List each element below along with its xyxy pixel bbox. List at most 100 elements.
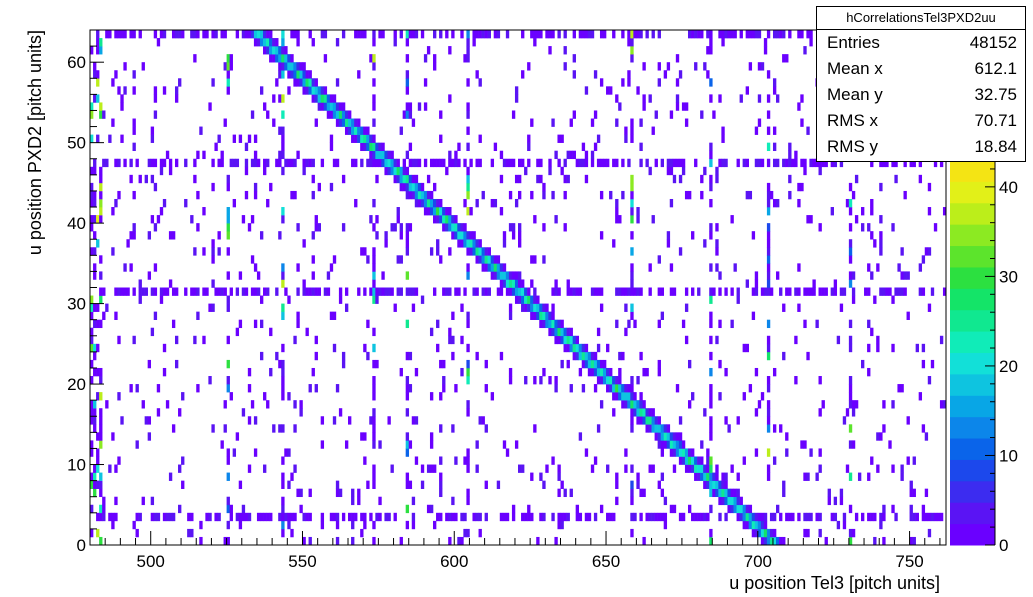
heatmap-cell [736,287,740,296]
heatmap-cell [718,480,722,489]
heatmap-cell [311,94,315,103]
heatmap-cell [766,472,771,481]
heatmap-cell [684,287,689,296]
heatmap-cell [763,46,768,55]
heatmap-cell [657,512,661,522]
heatmap-cell [90,102,94,111]
heatmap-cell [384,150,388,160]
heatmap-cell [636,408,640,417]
heatmap-cell [706,464,710,473]
heatmap-cell [867,343,871,353]
heatmap-cell [527,295,531,304]
heatmap-cell [335,488,340,498]
heatmap-cell [90,343,94,353]
heatmap-cell [448,46,452,55]
heatmap-cell [335,512,340,522]
heatmap-cell [715,223,719,232]
heatmap-cell [678,247,683,256]
heatmap-cell [393,38,397,47]
heatmap-cell [560,134,564,143]
heatmap-cell [229,62,233,71]
heatmap-cell [344,118,349,127]
heatmap-cell [551,456,555,465]
heatmap-cell [539,311,543,320]
heatmap-cell [584,448,589,457]
heatmap-cell [681,102,686,111]
heatmap-cell [666,440,671,449]
heatmap-cell [766,536,771,546]
heatmap-cell [691,30,695,39]
heatmap-cell [281,62,285,71]
heatmap-cell [90,448,94,457]
heatmap-cell [754,528,759,538]
heatmap-cell [226,303,230,312]
heatmap-cell [414,456,419,465]
heatmap-cell [99,504,103,514]
heatmap-cell [867,263,871,272]
heatmap-cell [153,158,158,168]
heatmap-cell [779,287,783,296]
heatmap-cell [511,287,516,296]
heatmap-cell [123,287,127,296]
heatmap-cell [675,440,680,449]
heatmap-cell [457,536,461,546]
heatmap-cell [736,416,740,425]
heatmap-cell [351,512,355,522]
heatmap-cell [554,376,558,385]
heatmap-cell [466,207,470,216]
z-tick-label: 30 [999,267,1018,286]
heatmap-cell [247,464,252,473]
heatmap-cell [247,134,252,143]
heatmap-cell [663,512,668,522]
heatmap-cell [147,432,152,441]
heatmap-cell [129,174,133,184]
heatmap-cell [326,287,331,296]
heatmap-cell [293,335,297,345]
heatmap-cell [921,287,926,296]
heatmap-cell [703,239,707,248]
heatmap-cell [433,158,437,168]
heatmap-cell [657,78,661,87]
heatmap-cell [712,488,716,498]
heatmap-cell [530,303,534,312]
heatmap-cell [138,287,142,296]
heatmap-cell [551,512,555,522]
heatmap-cell [888,440,892,449]
heatmap-cell [466,102,470,111]
heatmap-cell [666,62,671,71]
heatmap-cell [323,287,328,296]
heatmap-cell [226,536,230,546]
heatmap-cell [709,464,713,473]
heatmap-cell [366,158,370,168]
heatmap-cell [278,126,282,135]
z-tick-label: 0 [999,536,1008,555]
heatmap-cell [466,376,470,385]
heatmap-cell [171,319,176,329]
heatmap-cell [736,488,740,498]
heatmap-cell [848,400,853,409]
heatmap-cell [514,271,519,280]
heatmap-cell [766,271,771,280]
heatmap-cell [150,158,155,168]
heatmap-cell [323,86,328,95]
heatmap-cell [372,432,376,441]
heatmap-cell [718,496,722,506]
heatmap-cell [317,86,321,95]
heatmap-cell [554,319,558,329]
heatmap-cell [372,247,376,256]
heatmap-cell [174,86,179,95]
heatmap-cell [405,38,410,47]
heatmap-cell [93,488,97,498]
heatmap-cell [772,512,777,522]
heatmap-cell [263,102,267,111]
z-tick-label: 10 [999,446,1018,465]
heatmap-cell [305,78,309,87]
heatmap-cell [329,263,334,272]
heatmap-cell [269,54,273,63]
heatmap-cell [99,295,103,304]
heatmap-cell [384,512,388,522]
heatmap-cell [660,472,665,481]
heatmap-cell [772,126,777,135]
heatmap-cell [433,464,437,473]
